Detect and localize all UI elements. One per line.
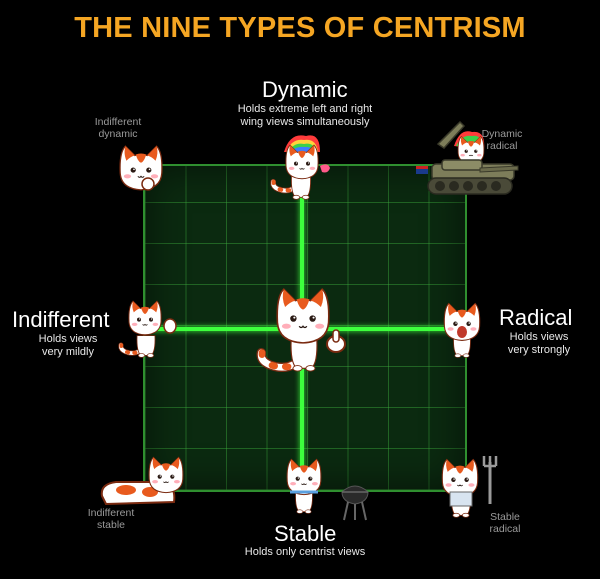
lying-cat-icon: [96, 452, 192, 508]
axis-desc-indifferent-1: Holds views: [38, 333, 98, 345]
shouting-cat-icon: [432, 298, 494, 360]
tank-cat-icon: [410, 116, 520, 208]
corner-label-dynamic-radical-2: radical: [486, 140, 518, 152]
corner-label-dynamic-radical-1: Dynamic: [481, 128, 523, 140]
axis-label-stable: Stable: [274, 521, 337, 546]
axis-desc-stable: Holds only centrist views: [244, 546, 366, 558]
axis-desc-radical-1: Holds views: [509, 331, 569, 343]
grilling-cat-icon: [276, 456, 332, 516]
barbecue-grill-icon: [338, 482, 372, 522]
corner-label-stable-radical-2: radical: [489, 523, 521, 535]
axis-desc-dynamic-1: Holds extreme left and right: [237, 103, 373, 115]
corner-label-stable-radical-1: Stable: [490, 511, 520, 523]
axis-desc-radical-2: very strongly: [507, 344, 571, 356]
corner-label-indifferent-stable-2: stable: [96, 519, 126, 531]
corner-label-indifferent-stable-1: Indifferent: [87, 507, 135, 519]
axis-label-radical: Radical: [499, 305, 573, 330]
corner-label-indifferent-dynamic-2: dynamic: [98, 128, 138, 140]
axis-desc-indifferent-2: very mildly: [42, 346, 94, 358]
thumbs-up-cat-icon: [256, 282, 350, 374]
axis-label-dynamic: Dynamic: [262, 77, 348, 102]
fork-cat-icon: [432, 452, 504, 520]
waving-cat-icon: [116, 296, 178, 360]
corner-label-indifferent-dynamic-1: Indifferent: [94, 116, 142, 128]
page-title: THE NINE TYPES OF CENTRISM: [74, 12, 526, 44]
axis-desc-dynamic-2: wing views simultaneously: [240, 116, 370, 128]
rainbow-hair-cat-icon: [268, 132, 334, 202]
thinking-cat-icon: [112, 140, 172, 198]
axis-label-indifferent: Indifferent: [12, 307, 110, 332]
